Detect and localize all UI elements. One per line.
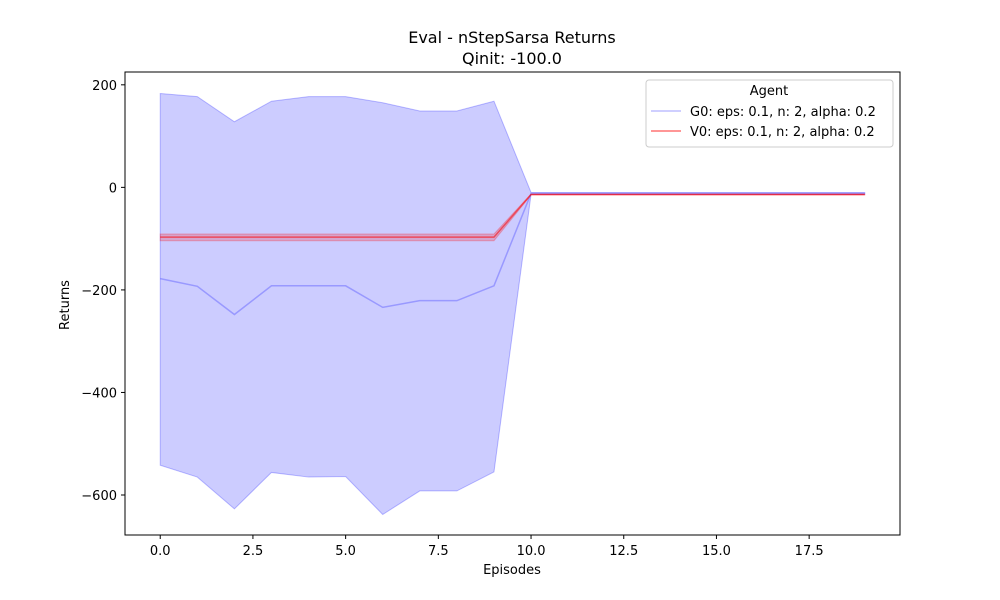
chart-subtitle: Qinit: -100.0 bbox=[462, 49, 562, 68]
x-tick-label: 5.0 bbox=[335, 544, 356, 559]
y-tick-label: −600 bbox=[81, 489, 117, 504]
y-axis-label: Returns bbox=[58, 280, 73, 330]
x-axis: 0.0 2.5 5.0 7.5 10.0 12.5 15.0 17.5 bbox=[150, 535, 824, 559]
y-tick-label: 0 bbox=[109, 181, 117, 196]
x-axis-label: Episodes bbox=[483, 563, 541, 578]
y-tick-label: 200 bbox=[92, 79, 117, 94]
legend-label-1: V0: eps: 0.1, n: 2, alpha: 0.2 bbox=[690, 125, 875, 140]
series-lines bbox=[160, 192, 865, 316]
y-tick-label: −200 bbox=[81, 284, 117, 299]
x-tick-label: 0.0 bbox=[150, 544, 171, 559]
confidence-bands bbox=[159, 92, 866, 516]
x-tick-label: 7.5 bbox=[428, 544, 449, 559]
series-0-band bbox=[159, 92, 866, 516]
plot-frame bbox=[124, 71, 901, 536]
legend-box bbox=[645, 79, 894, 148]
chart-title: Eval - nStepSarsa Returns bbox=[408, 28, 616, 47]
legend-title: Agent bbox=[750, 84, 788, 99]
y-tick-label: −400 bbox=[81, 386, 117, 401]
legend-label-0: G0: eps: 0.1, n: 2, alpha: 0.2 bbox=[690, 105, 876, 120]
series-1-line bbox=[160, 193, 865, 238]
x-tick-label: 17.5 bbox=[795, 544, 824, 559]
y-axis: 200 0 −200 −400 −600 bbox=[81, 79, 125, 504]
x-tick-label: 12.5 bbox=[609, 544, 638, 559]
x-tick-label: 2.5 bbox=[243, 544, 264, 559]
x-tick-label: 15.0 bbox=[702, 544, 731, 559]
series-0-line bbox=[160, 192, 865, 316]
x-tick-label: 10.0 bbox=[517, 544, 546, 559]
legend: Agent G0: eps: 0.1, n: 2, alpha: 0.2 V0: … bbox=[645, 79, 894, 148]
